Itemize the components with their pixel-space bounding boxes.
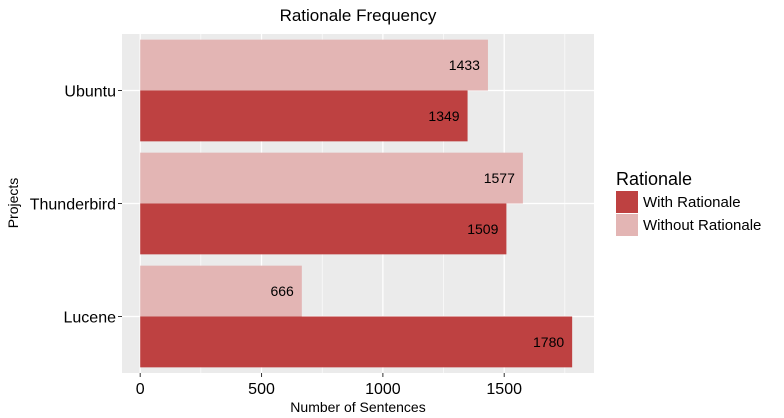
x-tick-label: 1000 [365,381,401,398]
data-label: 1509 [467,221,498,237]
y-tick-label: Lucene [64,310,117,327]
bar [140,265,302,317]
bar [140,90,468,142]
data-label: 1780 [533,334,564,350]
data-label: 1349 [428,108,459,124]
x-tick-label: 0 [136,381,145,398]
bar [140,39,488,91]
x-axis-title: Number of Sentences [290,399,425,415]
x-tick-label: 1500 [486,381,522,398]
bar [140,203,507,255]
chart-title: Rationale Frequency [280,6,437,25]
x-tick-label: 500 [248,381,275,398]
bar [140,152,523,204]
y-axis: Ubuntu Thunderbird Lucene [30,84,122,327]
y-axis-title: Projects [5,178,21,229]
legend-swatch [616,191,638,213]
y-tick-label: Ubuntu [64,84,116,101]
legend-swatch [616,214,638,236]
data-label: 666 [270,283,294,299]
legend-title: Rationale [616,169,692,189]
bars-group: 1433 1349 1577 1509 666 1780 [140,39,573,368]
y-tick-label: Thunderbird [30,197,116,214]
bar [140,316,573,368]
data-label: 1433 [449,57,480,73]
x-axis: 0 500 1000 1500 [136,373,522,398]
legend-label: Without Rationale [643,217,761,234]
data-label: 1577 [484,170,515,186]
legend-label: With Rationale [643,194,741,211]
legend: Rationale With Rationale Without Rational… [616,169,761,236]
